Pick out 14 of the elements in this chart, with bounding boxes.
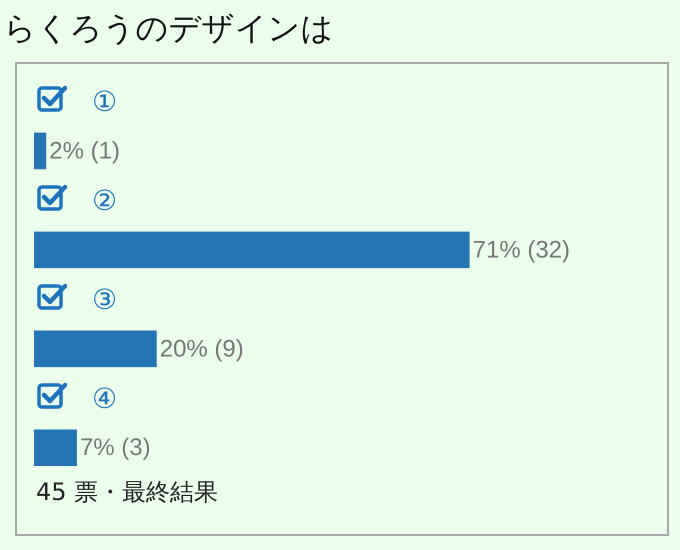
bar	[34, 330, 157, 368]
data-label: 71% (32)	[472, 236, 570, 264]
bar	[34, 429, 77, 466]
data-label: 7% (3)	[80, 434, 151, 462]
y-tick-label: ③	[92, 283, 118, 316]
y-tick-label: ②	[92, 184, 118, 217]
data-label: 20% (9)	[160, 335, 244, 362]
y-tick-label: ①	[92, 85, 118, 118]
bar	[34, 232, 470, 268]
data-label: 2% (1)	[49, 137, 120, 164]
chart-title: らくろうのデザインは	[3, 9, 334, 48]
y-tick-label: ④	[92, 382, 118, 415]
bar	[34, 132, 46, 170]
text: 45 票・最終結果	[36, 478, 218, 506]
